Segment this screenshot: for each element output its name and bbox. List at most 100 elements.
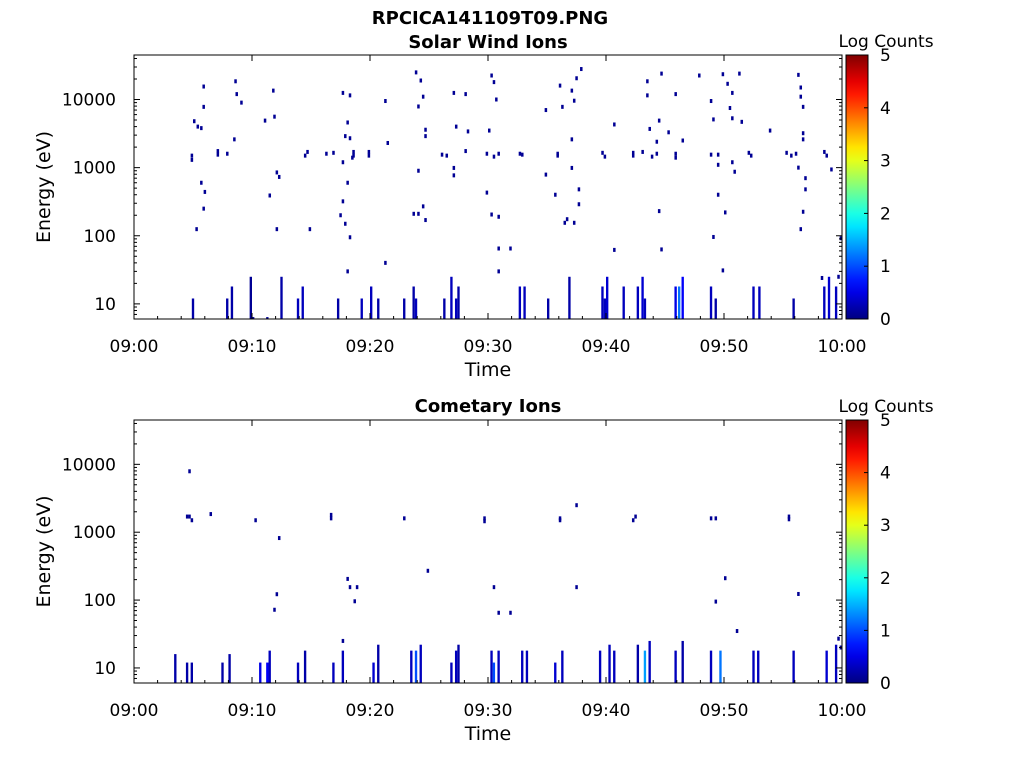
data-cell	[190, 157, 194, 162]
data-cell	[716, 192, 720, 197]
data-cell	[348, 93, 352, 98]
data-cell	[195, 227, 198, 232]
data-cell	[603, 154, 607, 159]
data-cell	[657, 209, 661, 214]
data-column	[554, 662, 557, 683]
data-cell	[308, 227, 312, 232]
data-cell	[660, 247, 663, 252]
data-cell	[799, 94, 803, 99]
data-cell	[747, 150, 751, 155]
x-tick-label: 09:00	[110, 701, 159, 721]
data-column	[226, 298, 229, 319]
data-cell	[667, 130, 670, 135]
data-cell	[412, 211, 415, 216]
data-cell	[332, 150, 335, 155]
data-cell	[794, 151, 798, 156]
data-cell	[424, 134, 427, 139]
data-column	[827, 276, 831, 319]
x-tick-label: 09:30	[464, 337, 513, 357]
data-cell	[655, 151, 659, 156]
data-column	[403, 298, 406, 319]
data-cell	[483, 519, 486, 524]
y-tick-label: 10000	[62, 455, 116, 475]
data-column	[443, 298, 446, 319]
data-cell	[650, 154, 654, 159]
y-tick-label: 10	[94, 659, 116, 679]
data-cell	[268, 193, 272, 198]
data-cell	[403, 516, 406, 521]
data-cell	[716, 162, 720, 167]
data-column	[709, 286, 713, 319]
data-cell	[497, 610, 500, 615]
data-cell	[768, 128, 772, 133]
data-column	[547, 298, 550, 319]
data-cell	[801, 104, 805, 109]
data-column	[677, 286, 681, 319]
data-column	[525, 650, 529, 683]
data-column	[648, 640, 651, 683]
x-tick-label: 09:10	[228, 701, 277, 721]
data-column	[372, 662, 375, 683]
data-cell	[648, 126, 651, 131]
data-column	[523, 286, 526, 319]
data-cell	[790, 153, 793, 158]
data-cell	[348, 136, 352, 141]
data-cell	[203, 189, 207, 194]
colorbar	[845, 419, 869, 684]
data-cell	[190, 153, 194, 158]
x-tick-label: 10:00	[818, 701, 867, 721]
data-column	[497, 650, 500, 683]
data-cell	[421, 94, 425, 99]
data-cell	[631, 153, 635, 158]
data-column	[492, 662, 496, 683]
data-cell	[452, 90, 456, 95]
data-cell	[200, 126, 203, 131]
data-column	[228, 654, 231, 683]
data-cell	[721, 72, 725, 77]
colorbar	[845, 54, 869, 320]
data-column	[370, 286, 373, 319]
data-cell	[799, 85, 803, 90]
data-cell	[509, 246, 512, 251]
data-cell	[509, 610, 512, 615]
data-column	[259, 662, 262, 683]
data-column	[266, 317, 269, 319]
figure-title: RPCICA141109T09.PNG	[371, 8, 609, 29]
data-cell	[563, 220, 567, 225]
data-cell	[714, 516, 718, 521]
data-column	[792, 298, 795, 319]
colorbar-label: Log Counts	[838, 32, 933, 52]
y-axis-label: Energy (eV)	[33, 131, 55, 243]
data-cell	[801, 209, 805, 214]
data-cell	[728, 106, 732, 111]
data-column	[301, 286, 304, 319]
data-cell	[346, 269, 349, 274]
data-column	[303, 650, 307, 683]
data-cell	[544, 108, 548, 113]
data-cell	[424, 218, 427, 223]
data-column	[622, 286, 625, 319]
data-column	[561, 650, 564, 683]
data-column	[752, 286, 755, 319]
data-cell	[830, 167, 833, 172]
y-tick-label: 100	[84, 227, 116, 247]
data-column	[613, 650, 616, 683]
data-cell	[367, 149, 371, 154]
data-cell	[733, 169, 736, 174]
data-cell	[544, 172, 548, 177]
y-tick-label: 1000	[73, 523, 116, 543]
x-axis-label: Time	[464, 723, 512, 745]
data-cell	[188, 514, 191, 519]
data-column	[412, 286, 415, 319]
data-cell	[352, 149, 355, 154]
data-cell	[575, 503, 578, 508]
data-cell	[646, 93, 649, 98]
data-cell	[497, 269, 500, 274]
data-column	[825, 650, 828, 683]
colorbar-tick-label: 5	[880, 46, 891, 66]
y-axis-label: Energy (eV)	[33, 495, 55, 607]
data-cell	[820, 275, 824, 280]
data-cell	[492, 154, 496, 159]
data-cell	[724, 210, 727, 215]
